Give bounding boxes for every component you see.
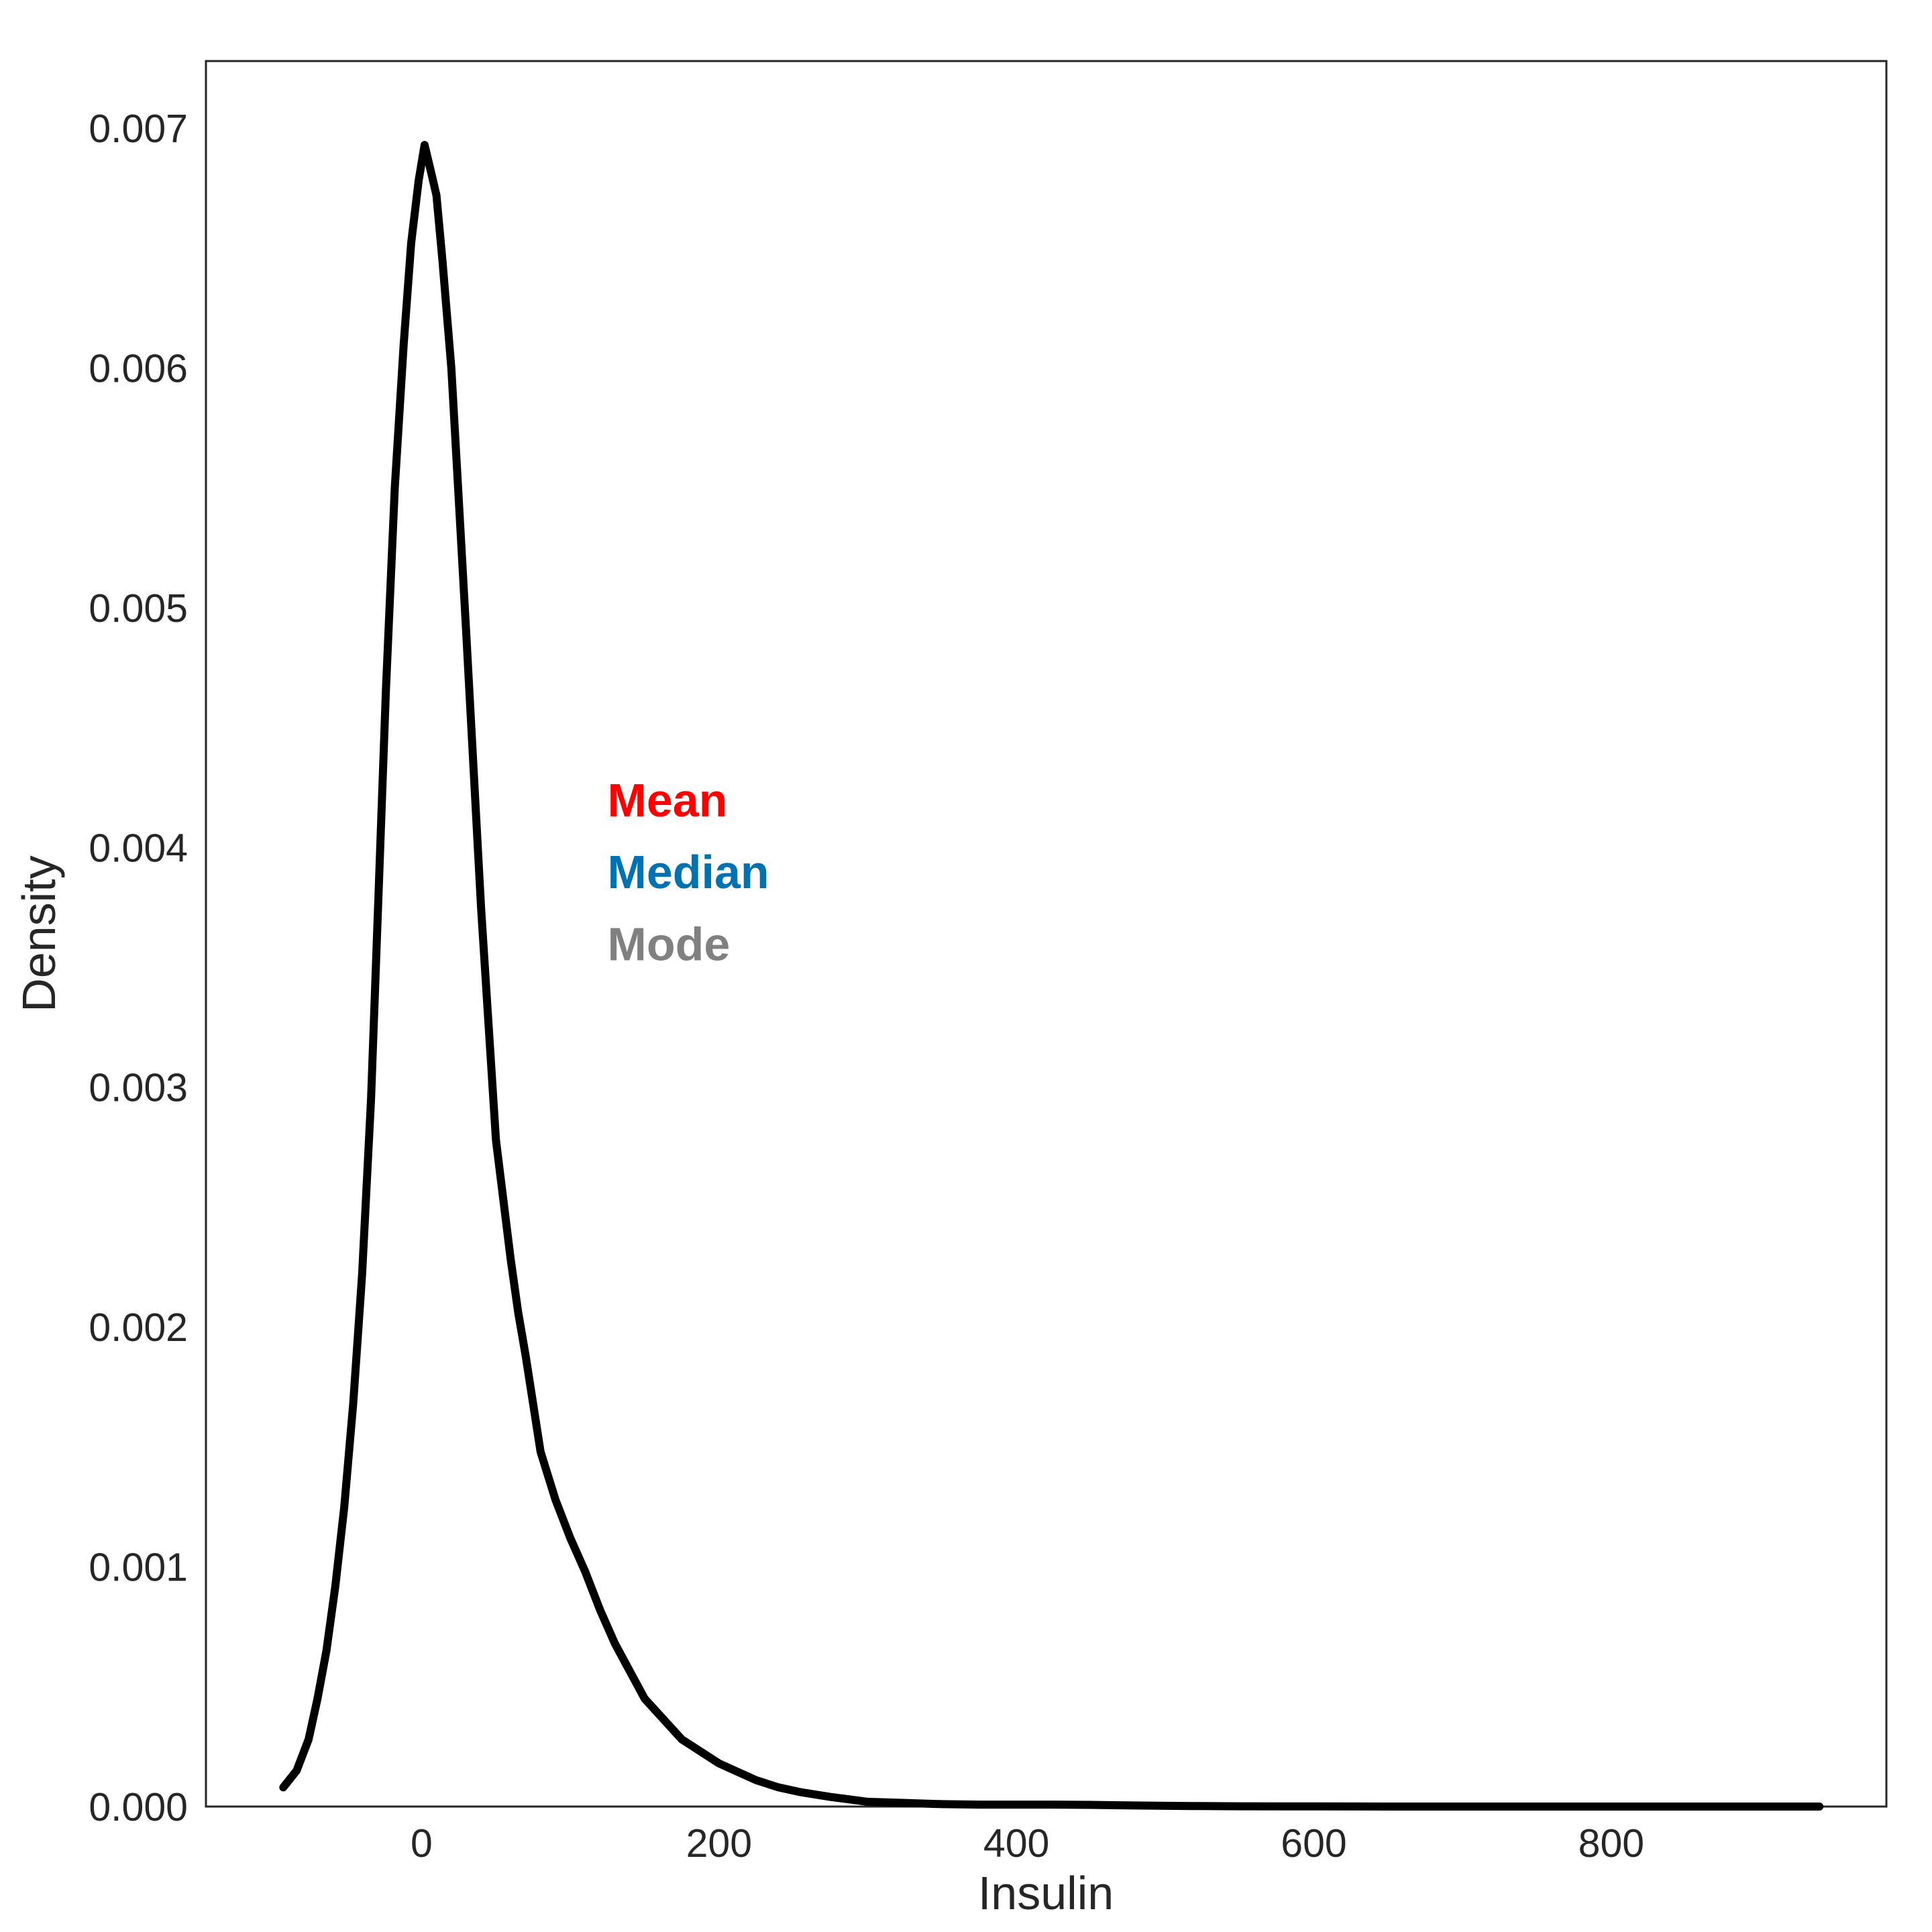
y-tick-label: 0.006 (89, 346, 188, 390)
density-line (279, 141, 1824, 1811)
x-axis-title: Insulin (978, 1867, 1114, 1919)
x-tick-label: 800 (1578, 1821, 1644, 1866)
y-tick-label: 0.004 (89, 826, 188, 870)
plot-area (205, 60, 1888, 1808)
y-tick-label: 0.001 (89, 1546, 188, 1590)
x-tick-label: 200 (686, 1821, 752, 1866)
series-layer (279, 141, 1824, 1811)
y-axis-ticks: 0.000 0.001 0.002 0.003 0.004 0.005 0.006 0.007 (89, 107, 188, 1829)
x-tick-label: 0 (411, 1821, 433, 1866)
y-tick-label: 0.000 (89, 1785, 188, 1829)
annotation-mean: Mean (608, 774, 728, 826)
y-axis-title: Density (13, 855, 65, 1012)
y-tick-label: 0.007 (89, 107, 188, 151)
y-tick-label: 0.005 (89, 586, 188, 631)
annotations: Mean Median Mode (608, 774, 769, 970)
y-tick-label: 0.002 (89, 1305, 188, 1350)
x-axis-ticks: 0 200 400 600 800 (411, 1821, 1644, 1866)
x-tick-label: 600 (1281, 1821, 1346, 1866)
annotation-median: Median (608, 846, 769, 898)
annotation-mode: Mode (608, 918, 731, 970)
x-tick-label: 400 (983, 1821, 1049, 1866)
y-tick-label: 0.003 (89, 1066, 188, 1110)
